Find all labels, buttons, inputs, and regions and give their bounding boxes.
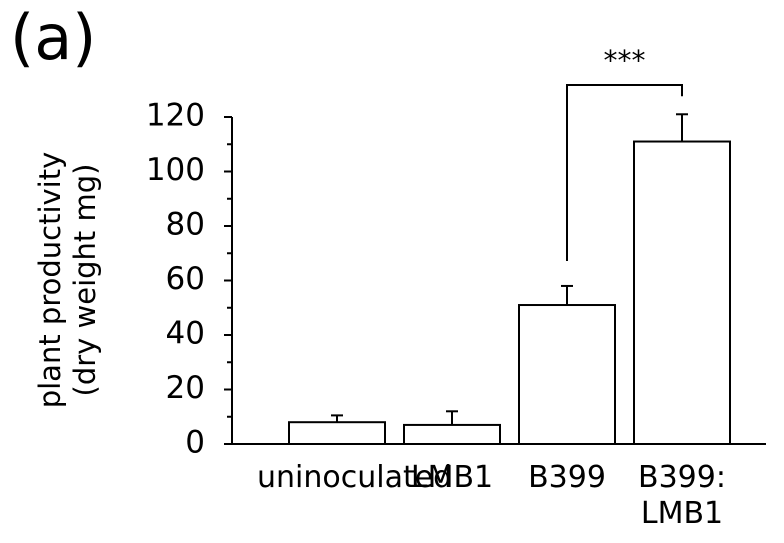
y-axis-label: (dry weight mg) [68,164,102,397]
y-tick-label: 0 [185,425,205,461]
bar [403,423,501,445]
y-tick-label: 40 [166,316,205,352]
significance-label: *** [604,44,646,77]
y-tick-label: 120 [146,98,205,134]
panel-label: (a) [10,1,96,74]
bar [633,140,731,445]
significance-bracket [566,84,683,261]
x-tick-label: B399 [528,460,606,495]
bar [288,421,386,446]
x-tick-label: LMB1 [410,460,494,495]
y-tick-label: 80 [166,207,205,243]
y-tick-label: 60 [166,261,205,297]
x-tick-label: B399: LMB1 [638,460,726,531]
bar [518,304,616,445]
y-tick-label: 20 [166,370,205,406]
y-tick-label: 100 [146,152,205,188]
y-axis-label: plant productivity [33,152,67,409]
